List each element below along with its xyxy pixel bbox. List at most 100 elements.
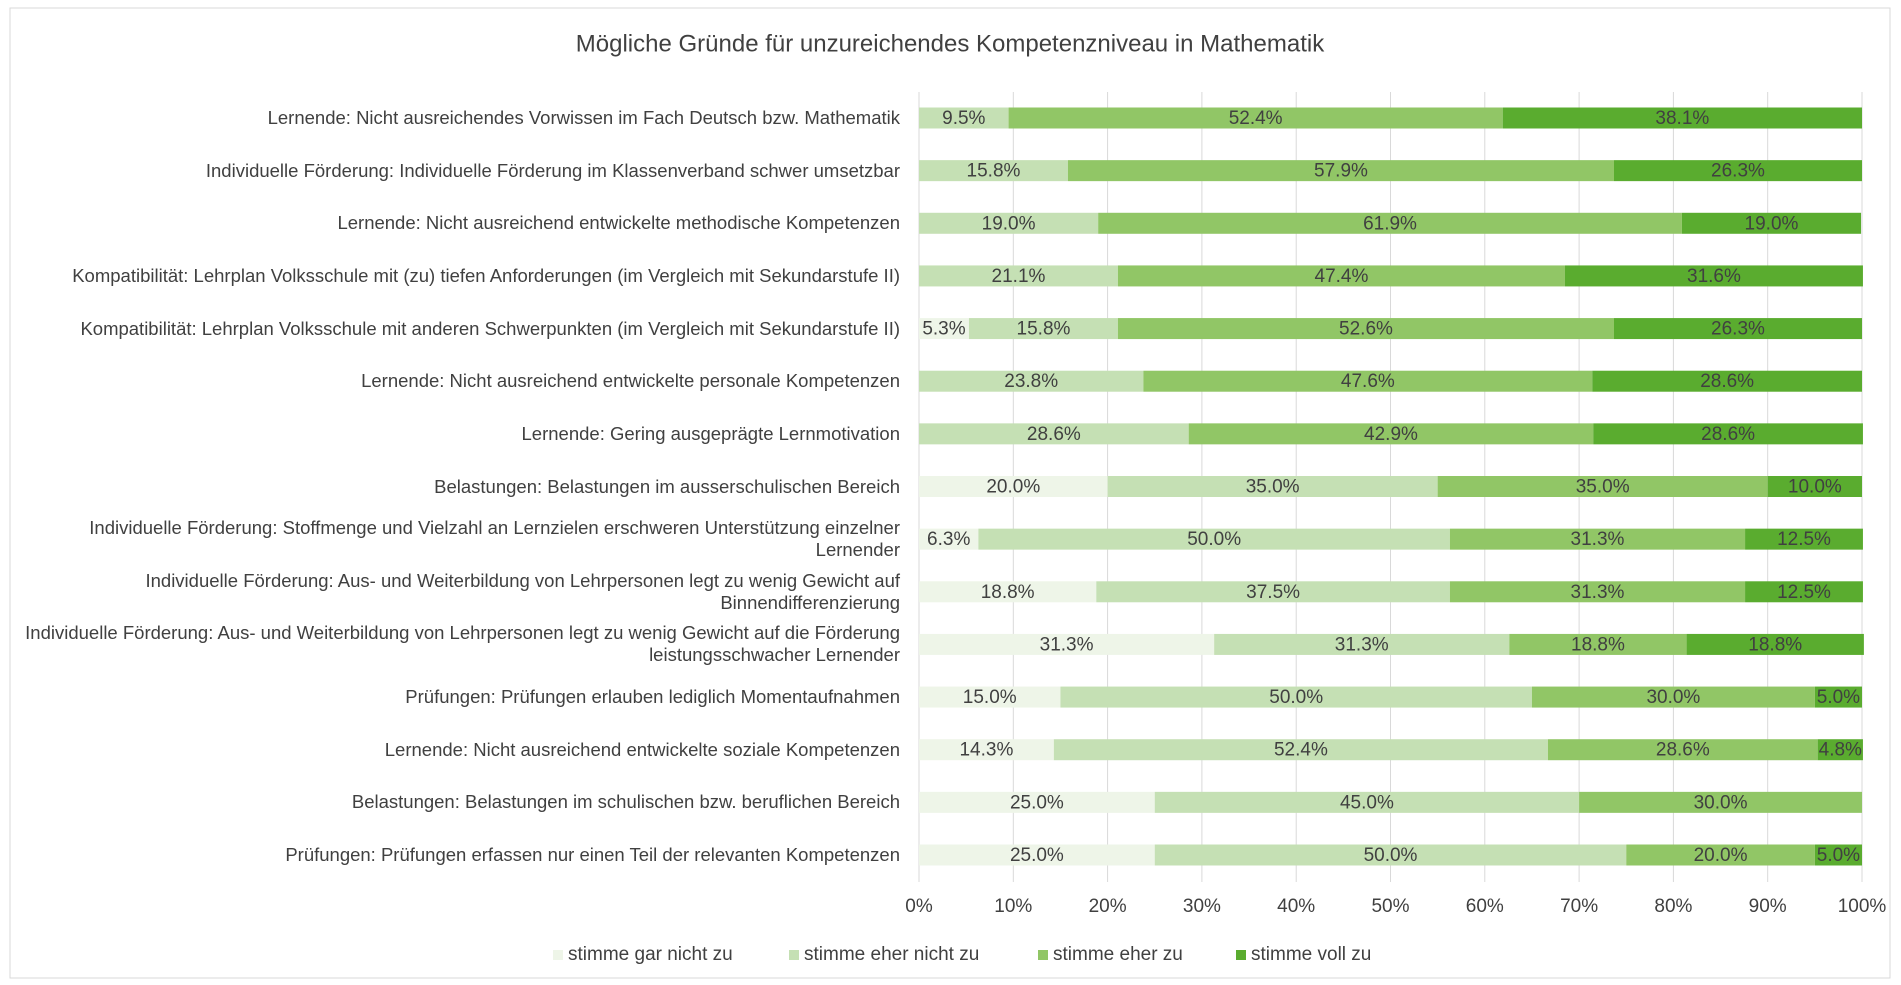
bar-segment [1681, 212, 1862, 234]
bar-segment [1214, 633, 1510, 655]
x-tick-label: 80% [1654, 896, 1692, 917]
data-label: 31.6% [1687, 266, 1741, 287]
bar-segment [1154, 791, 1580, 813]
bar-segment [1143, 370, 1593, 392]
bar-segment [1449, 581, 1746, 603]
data-label: 5.3% [922, 319, 965, 340]
data-label: 28.6% [1027, 424, 1081, 445]
bar-segment [919, 107, 1009, 129]
bar-segment [1096, 581, 1450, 603]
data-label: 26.3% [1711, 319, 1765, 340]
data-label: 50.0% [1187, 529, 1241, 550]
data-label: 5.0% [1817, 687, 1860, 708]
bar-segment [1564, 265, 1863, 287]
data-label: 19.0% [1745, 213, 1799, 234]
legend-swatch [1038, 950, 1048, 960]
category-label: Lernende: Nicht ausreichend entwickelte … [361, 370, 900, 392]
category-label: Lernende: Nicht ausreichendes Vorwissen … [267, 107, 900, 128]
bar-segment [919, 423, 1189, 445]
x-tick-label: 30% [1183, 896, 1221, 917]
bar-segment [919, 160, 1068, 182]
x-tick-label: 40% [1277, 896, 1315, 917]
bar-segment [1686, 633, 1864, 655]
legend-swatch [553, 950, 563, 960]
data-label: 57.9% [1314, 161, 1368, 182]
bar-segment [1067, 160, 1614, 182]
bar-segment [919, 318, 969, 340]
data-label: 23.8% [1004, 371, 1058, 392]
data-label: 18.8% [1571, 634, 1625, 655]
bar-segment [919, 791, 1155, 813]
data-label: 45.0% [1340, 792, 1394, 813]
bar-segment [919, 581, 1097, 603]
data-label: 4.8% [1819, 740, 1862, 761]
bar-segment [1613, 160, 1862, 182]
x-tick-label: 50% [1371, 896, 1409, 917]
chart-title: Mögliche Gründe für unzureichendes Kompe… [576, 30, 1325, 57]
x-tick-label: 20% [1089, 896, 1127, 917]
bar-segment [1107, 476, 1438, 497]
bar-segment [1008, 107, 1503, 129]
data-label: 52.4% [1229, 108, 1283, 129]
bar-segment [1449, 528, 1746, 550]
data-label: 19.0% [982, 213, 1036, 234]
bar-segment [919, 265, 1118, 287]
bar-segment [1117, 265, 1565, 287]
data-label: 26.3% [1711, 161, 1765, 182]
bar-segment [919, 686, 1061, 708]
data-label: 10.0% [1788, 477, 1842, 498]
x-tick-label: 70% [1560, 896, 1598, 917]
category-label: Belastungen: Belastungen im ausserschuli… [434, 475, 900, 497]
data-label: 15.8% [1017, 319, 1071, 340]
data-label: 6.3% [927, 529, 970, 550]
x-tick-label: 10% [994, 896, 1032, 917]
x-tick-label: 60% [1466, 896, 1504, 917]
data-label: 18.8% [981, 582, 1035, 603]
bar-segment [1437, 476, 1768, 497]
x-tick-label: 90% [1749, 896, 1787, 917]
bar-segment [919, 844, 1155, 866]
bar-segment [1814, 686, 1862, 708]
category-label: Prüfungen: Prüfungen erfassen nur einen … [285, 844, 900, 865]
bar-segment [919, 528, 979, 550]
data-label: 28.6% [1656, 740, 1710, 761]
bar-segment [919, 370, 1144, 392]
bar-segment [1531, 686, 1815, 708]
data-label: 38.1% [1655, 108, 1709, 129]
bar-segment [1579, 791, 1862, 813]
category-label: Individuelle Förderung: Aus- und Weiterb… [25, 622, 900, 666]
bar-segment [1626, 844, 1815, 866]
category-label: Lernende: Nicht ausreichend entwickelte … [337, 212, 900, 234]
bar-segment [978, 528, 1450, 550]
data-label: 25.0% [1010, 792, 1064, 813]
data-label: 35.0% [1246, 477, 1300, 498]
category-label: Lernende: Gering ausgeprägte Lernmotivat… [521, 422, 900, 444]
legend-label: stimme voll zu [1251, 944, 1371, 965]
data-label: 35.0% [1576, 477, 1630, 498]
data-label: 12.5% [1777, 529, 1831, 550]
legend-label: stimme gar nicht zu [568, 944, 733, 965]
chart-border [9, 7, 1891, 979]
category-label: Prüfungen: Prüfungen erlauben lediglich … [405, 686, 900, 708]
data-label: 52.6% [1339, 319, 1393, 340]
bar-segment [919, 633, 1215, 655]
category-label: Belastungen: Belastungen im schulischen … [351, 791, 900, 813]
category-label: Individuelle Förderung: Individuelle För… [205, 159, 900, 181]
bar-segment [1547, 739, 1818, 761]
bar-segment [1593, 423, 1863, 445]
data-label: 18.8% [1748, 634, 1802, 655]
bar-segment [1060, 686, 1532, 708]
bar-segment [919, 476, 1108, 497]
legend-label: stimme eher zu [1053, 944, 1183, 965]
data-label: 31.3% [1040, 634, 1094, 655]
data-label: 31.3% [1571, 582, 1625, 603]
data-label: 47.4% [1315, 266, 1369, 287]
data-label: 50.0% [1364, 845, 1418, 866]
bar-segment [919, 212, 1099, 234]
category-label: Lernende: Nicht ausreichend entwickelte … [384, 738, 900, 760]
bar-segment [919, 739, 1054, 761]
legend-label: stimme eher nicht zu [804, 944, 979, 965]
data-label: 30.0% [1694, 792, 1748, 813]
category-label: Individuelle Förderung: Stoffmenge und V… [89, 517, 900, 561]
bar-segment [1745, 581, 1863, 603]
